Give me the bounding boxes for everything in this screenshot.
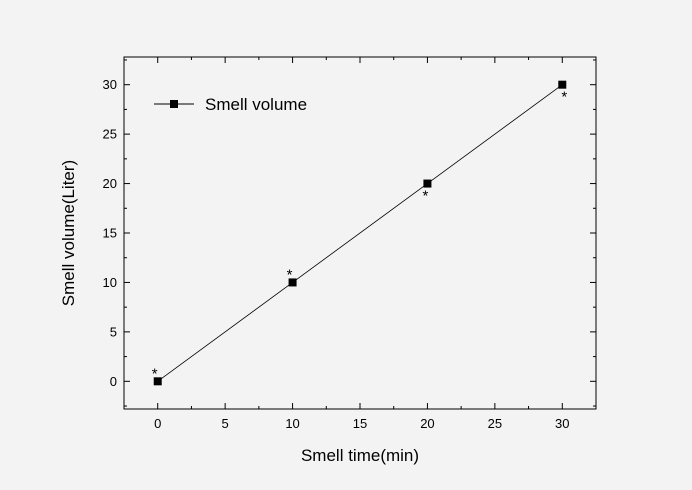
y-tick-label: 20 — [103, 176, 117, 191]
data-point — [288, 278, 297, 287]
y-tick-label: 10 — [103, 275, 117, 290]
axis-ticks — [123, 57, 597, 409]
x-tick-label: 15 — [353, 416, 367, 431]
series-layer — [153, 80, 567, 386]
legend-marker — [170, 100, 178, 108]
annotation-layer: * * * * — [152, 89, 568, 383]
data-point — [153, 377, 162, 386]
annotation-asterisk: * — [152, 365, 158, 382]
data-point — [558, 80, 567, 89]
y-tick-label: 0 — [110, 374, 117, 389]
y-tick-label: 5 — [110, 324, 117, 339]
y-axis-title: Smell volume(Liter) — [59, 160, 78, 306]
y-tick-label: 30 — [103, 77, 117, 92]
x-tick-label: 30 — [555, 416, 569, 431]
legend: Smell volume — [154, 95, 307, 114]
series-line — [157, 84, 563, 382]
y-tick-label: 15 — [103, 226, 117, 241]
x-tick-label: 10 — [285, 416, 299, 431]
x-tick-label: 25 — [488, 416, 502, 431]
data-point — [423, 179, 432, 188]
x-tick-label: 5 — [222, 416, 229, 431]
y-tick-label: 25 — [103, 127, 117, 142]
x-axis-title: Smell time(min) — [301, 446, 419, 465]
axis-tick-labels: 0 5 10 15 20 25 30 0 5 10 15 20 25 30 — [103, 77, 570, 431]
annotation-asterisk: * — [561, 89, 567, 106]
x-tick-label: 0 — [154, 416, 161, 431]
annotation-asterisk: * — [423, 188, 429, 205]
annotation-asterisk: * — [287, 266, 293, 283]
legend-label: Smell volume — [205, 95, 307, 114]
x-tick-label: 20 — [420, 416, 434, 431]
